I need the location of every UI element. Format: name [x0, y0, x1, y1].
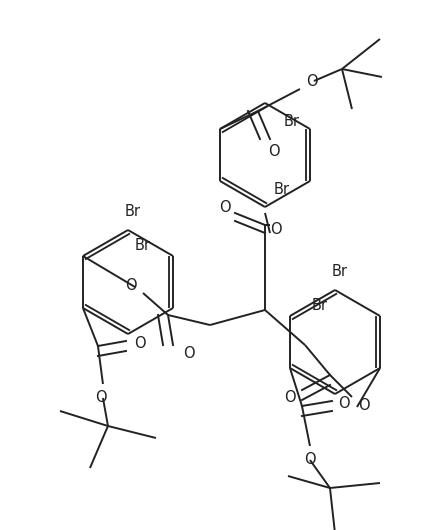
Text: O: O: [268, 144, 280, 158]
Text: Br: Br: [274, 181, 290, 197]
Text: O: O: [183, 346, 195, 360]
Text: Br: Br: [312, 298, 328, 314]
Text: O: O: [270, 222, 282, 236]
Text: O: O: [284, 391, 296, 405]
Text: Br: Br: [332, 264, 348, 279]
Text: O: O: [304, 453, 316, 467]
Text: O: O: [358, 398, 370, 412]
Text: O: O: [134, 335, 146, 350]
Text: Br: Br: [284, 113, 300, 128]
Text: O: O: [306, 74, 318, 89]
Text: O: O: [125, 278, 137, 293]
Text: O: O: [95, 391, 107, 405]
Text: O: O: [219, 199, 231, 215]
Text: O: O: [338, 395, 350, 411]
Text: Br: Br: [135, 238, 151, 253]
Text: Br: Br: [125, 205, 141, 219]
